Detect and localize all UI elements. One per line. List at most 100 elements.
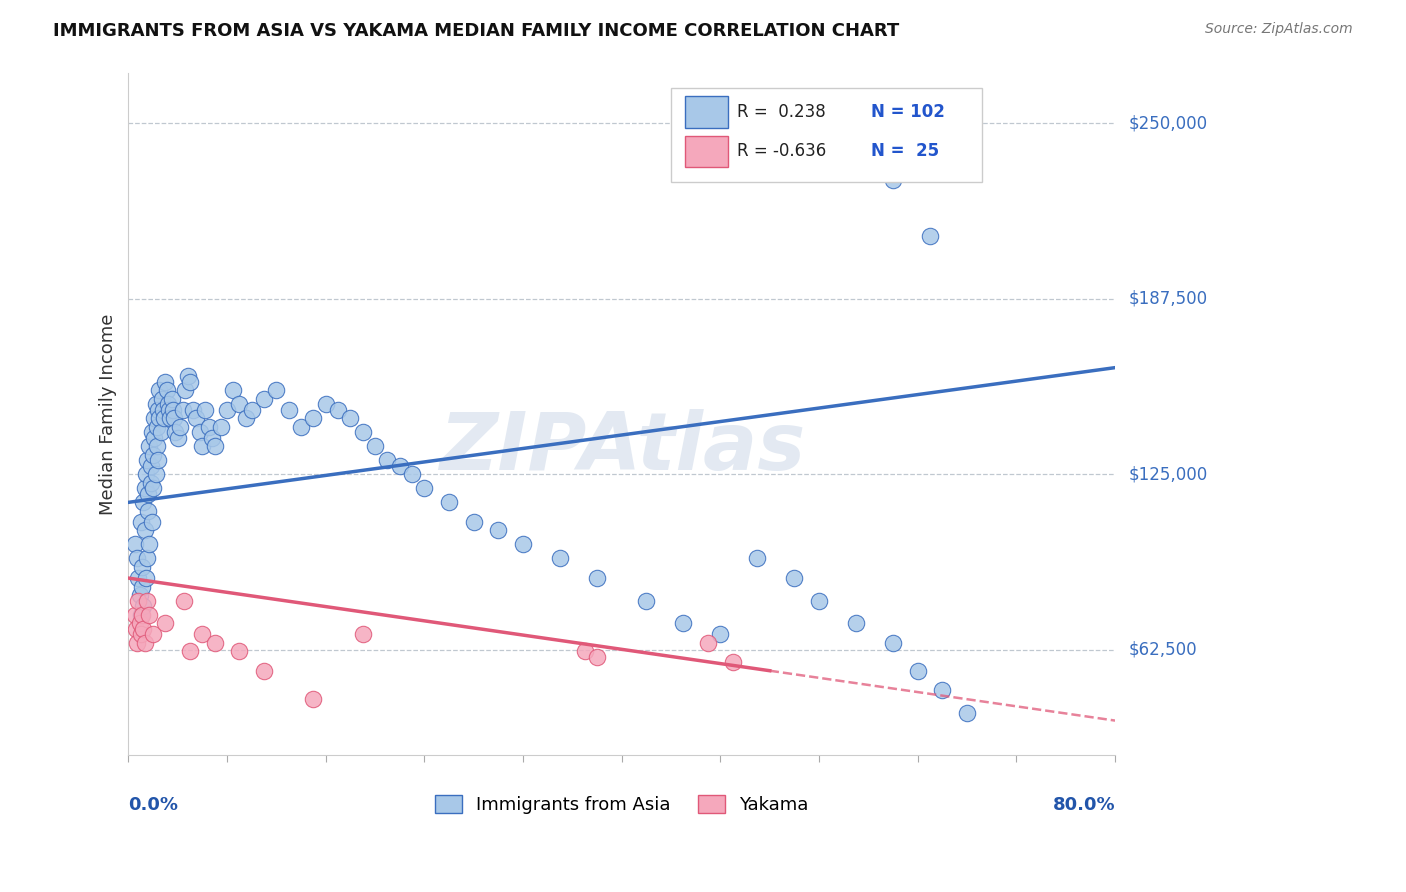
Point: [136, 453, 159, 467]
Point: [132, 622, 155, 636]
Point: [228, 397, 250, 411]
Point: [169, 419, 191, 434]
Text: IMMIGRANTS FROM ASIA VS YAKAMA MEDIAN FAMILY INCOME CORRELATION CHART: IMMIGRANTS FROM ASIA VS YAKAMA MEDIAN FA…: [53, 22, 900, 40]
Point: [138, 537, 160, 551]
Point: [124, 607, 146, 622]
Point: [512, 537, 534, 551]
Point: [134, 481, 156, 495]
Point: [548, 551, 571, 566]
Point: [191, 627, 214, 641]
Text: $250,000: $250,000: [1129, 114, 1208, 133]
Point: [808, 593, 831, 607]
Point: [747, 551, 769, 566]
Point: [127, 593, 149, 607]
Point: [124, 537, 146, 551]
Point: [139, 475, 162, 490]
Point: [194, 402, 217, 417]
Point: [277, 402, 299, 417]
Point: [128, 588, 150, 602]
Point: [163, 411, 186, 425]
Text: R = -0.636: R = -0.636: [737, 143, 827, 161]
Point: [127, 635, 149, 649]
FancyBboxPatch shape: [685, 136, 728, 167]
Point: [135, 467, 157, 482]
Point: [135, 571, 157, 585]
Point: [149, 425, 172, 440]
Point: [142, 448, 165, 462]
Point: [142, 627, 165, 641]
Point: [463, 515, 485, 529]
Text: N = 102: N = 102: [872, 103, 945, 120]
Point: [146, 419, 169, 434]
Point: [326, 402, 349, 417]
Point: [172, 402, 194, 417]
Point: [697, 635, 720, 649]
Point: [128, 615, 150, 630]
Point: [302, 691, 325, 706]
Text: $187,500: $187,500: [1129, 290, 1208, 308]
Point: [131, 580, 153, 594]
Point: [209, 419, 232, 434]
Point: [181, 402, 204, 417]
Point: [179, 644, 201, 658]
Point: [141, 515, 163, 529]
Point: [931, 683, 953, 698]
Point: [188, 425, 211, 440]
Point: [882, 172, 904, 186]
Point: [201, 431, 224, 445]
Point: [145, 467, 167, 482]
Point: [174, 383, 197, 397]
Point: [148, 383, 170, 397]
Point: [352, 425, 374, 440]
Point: [413, 481, 436, 495]
Point: [139, 458, 162, 473]
Point: [155, 375, 177, 389]
Point: [134, 635, 156, 649]
Point: [204, 635, 226, 649]
Point: [437, 495, 460, 509]
Text: 0.0%: 0.0%: [128, 796, 179, 814]
Point: [636, 593, 658, 607]
Point: [152, 402, 174, 417]
Point: [156, 397, 179, 411]
Point: [709, 627, 731, 641]
Point: [132, 495, 155, 509]
Point: [204, 439, 226, 453]
Point: [131, 560, 153, 574]
Point: [586, 571, 609, 585]
Point: [388, 458, 411, 473]
Point: [173, 593, 195, 607]
Point: [136, 593, 159, 607]
Point: [129, 515, 152, 529]
Point: [153, 411, 176, 425]
Point: [377, 453, 399, 467]
Point: [165, 425, 187, 440]
FancyBboxPatch shape: [671, 88, 981, 182]
Point: [235, 411, 257, 425]
Point: [315, 397, 337, 411]
Point: [141, 425, 163, 440]
Point: [142, 481, 165, 495]
Point: [222, 383, 245, 397]
Text: Source: ZipAtlas.com: Source: ZipAtlas.com: [1205, 22, 1353, 37]
Point: [155, 615, 177, 630]
Point: [339, 411, 361, 425]
Point: [352, 627, 374, 641]
Point: [136, 504, 159, 518]
Point: [882, 635, 904, 649]
Text: 80.0%: 80.0%: [1053, 796, 1115, 814]
Point: [240, 402, 263, 417]
Point: [157, 402, 180, 417]
Point: [156, 383, 179, 397]
Text: ZIPAtlas: ZIPAtlas: [439, 409, 804, 487]
Point: [197, 419, 219, 434]
Point: [127, 551, 149, 566]
Point: [290, 419, 312, 434]
Point: [127, 571, 149, 585]
Point: [179, 375, 201, 389]
Point: [488, 524, 510, 538]
Y-axis label: Median Family Income: Median Family Income: [100, 313, 117, 515]
Point: [150, 392, 173, 406]
Text: $125,000: $125,000: [1129, 466, 1208, 483]
Point: [125, 622, 148, 636]
